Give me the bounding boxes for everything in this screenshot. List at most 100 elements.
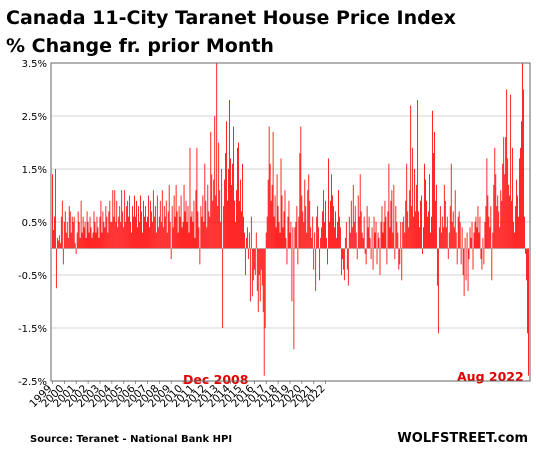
bar: [235, 222, 236, 249]
bar: [504, 174, 506, 249]
bar: [260, 248, 262, 270]
bar: [315, 248, 317, 291]
bar: [90, 227, 92, 249]
bar: [521, 121, 522, 249]
bar: [509, 195, 511, 249]
bar: [101, 232, 103, 249]
bar: [328, 158, 329, 249]
bar: [79, 237, 81, 249]
bar: [495, 174, 497, 249]
bar: [141, 211, 142, 249]
bar: [280, 158, 282, 249]
bar: [142, 232, 143, 249]
bar: [397, 232, 399, 249]
bar: [442, 227, 444, 249]
bar: [493, 184, 495, 249]
bar: [510, 94, 512, 249]
bar: [95, 232, 97, 249]
bar: [338, 190, 339, 249]
bar: [514, 232, 515, 249]
bar: [376, 248, 378, 265]
bar: [276, 174, 278, 249]
bar: [299, 153, 301, 249]
bar: [159, 200, 161, 249]
bar: [63, 222, 65, 249]
bar: [302, 211, 304, 249]
bar: [64, 211, 66, 249]
bar: [473, 232, 475, 249]
bar: [292, 227, 294, 249]
bar: [439, 206, 441, 249]
bar: [429, 174, 430, 249]
bar: [519, 158, 520, 249]
bar: [345, 222, 347, 249]
bar: [139, 222, 140, 249]
bar: [107, 232, 109, 249]
bar: [54, 169, 56, 249]
bar: [434, 200, 436, 249]
bar: [176, 211, 178, 249]
bar: [419, 227, 420, 249]
bar: [330, 200, 331, 249]
bar: [361, 232, 363, 249]
bar: [250, 216, 252, 249]
bar: [499, 227, 501, 249]
bar: [296, 206, 298, 249]
bar: [344, 237, 346, 249]
bar: [362, 237, 364, 249]
bar: [515, 206, 516, 249]
bar: [312, 216, 314, 249]
bar: [331, 174, 332, 249]
bar: [316, 216, 318, 249]
bar: [225, 153, 227, 249]
bar: [283, 211, 285, 249]
bar: [162, 227, 164, 249]
bar: [450, 163, 452, 249]
bar: [335, 211, 336, 249]
bar: [274, 195, 276, 249]
bar: [489, 227, 491, 249]
bar: [256, 248, 258, 291]
bar: [367, 227, 369, 249]
bar: [92, 232, 94, 249]
bar: [480, 248, 482, 260]
bar: [456, 248, 458, 265]
bar: [271, 184, 273, 249]
bar: [113, 216, 115, 249]
bar: [433, 153, 434, 249]
bar: [388, 163, 390, 249]
bar: [182, 222, 184, 249]
bar: [80, 200, 82, 249]
bar: [224, 179, 226, 249]
bar: [348, 216, 350, 249]
bar: [511, 200, 513, 249]
bar: [193, 200, 195, 249]
bar: [355, 232, 357, 249]
bar: [69, 211, 71, 249]
bar: [384, 200, 386, 249]
bar: [371, 227, 373, 249]
bar: [157, 227, 159, 249]
bar: [314, 232, 316, 249]
bar: [243, 216, 244, 249]
bar: [278, 222, 280, 249]
bar: [307, 190, 309, 249]
bar: [415, 211, 417, 249]
bar: [290, 222, 292, 249]
chart-title: Canada 11-City Taranet House Price Index: [6, 7, 456, 29]
bar: [438, 227, 440, 249]
bar: [285, 237, 287, 249]
bar: [416, 184, 418, 249]
bar: [114, 190, 116, 249]
bar: [153, 216, 155, 249]
bar: [73, 216, 75, 249]
bar: [132, 206, 133, 249]
bar: [374, 232, 376, 249]
bar: [71, 216, 73, 249]
bar: [466, 232, 468, 249]
bar: [394, 248, 396, 260]
bar: [208, 211, 210, 249]
bar: [393, 184, 395, 249]
bar: [341, 248, 343, 260]
annotation-aug-2022: Aug 2022: [457, 369, 524, 384]
